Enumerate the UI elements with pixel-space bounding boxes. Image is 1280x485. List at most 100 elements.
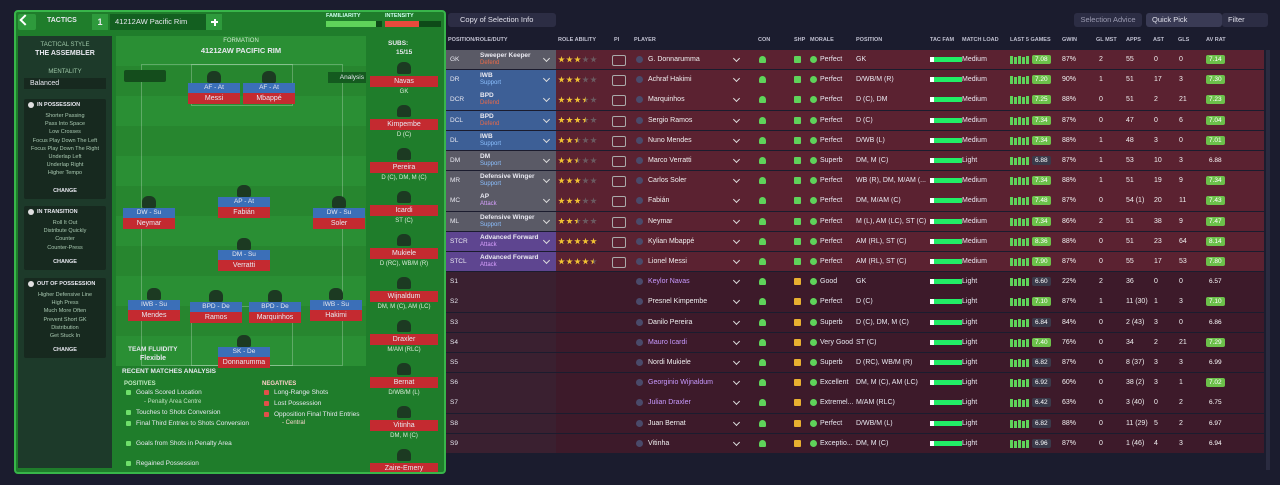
player[interactable]: Marquinhos xyxy=(648,96,685,104)
role[interactable]: Defensive Winger xyxy=(480,173,535,181)
sub-name[interactable]: Kimpembe xyxy=(370,119,438,130)
player-name[interactable]: Mbappé xyxy=(243,93,295,104)
column-header[interactable]: PLAYER xyxy=(634,37,656,43)
sub-name[interactable]: Bernat xyxy=(370,377,438,388)
role-bar[interactable]: SK - De xyxy=(218,347,270,357)
player-name[interactable]: Fabián xyxy=(218,207,270,218)
sub-name[interactable]: Vitinha xyxy=(370,420,438,431)
scrollbar[interactable] xyxy=(1266,50,1270,470)
sub-name[interactable]: Draxler xyxy=(370,334,438,345)
player[interactable]: Achraf Hakimi xyxy=(648,76,692,84)
table-row[interactable]: ML Defensive Winger Support Neymar Perfect M … xyxy=(446,211,1264,231)
column-header[interactable]: GWIN xyxy=(1062,37,1077,43)
role-bar[interactable]: IWB - Su xyxy=(310,300,362,310)
role-bar[interactable]: DM - Su xyxy=(218,250,270,260)
column-header[interactable]: ROLE ABILITY xyxy=(558,37,596,43)
role[interactable]: IWB xyxy=(480,72,493,80)
table-row[interactable]: STCR Advanced Forward Attack Kylian Mbappé P… xyxy=(446,231,1264,252)
slot[interactable]: 1 xyxy=(92,14,108,30)
table-row[interactable]: S1 Keylor Navas Good GK Light 6.60 22% 2 36 0 0 6.5… xyxy=(446,272,1264,292)
table-row[interactable]: MC AP Attack Fabián Perfect DM, M/AM (C) Mediu… xyxy=(446,191,1264,211)
role-bar[interactable]: IWB - Su xyxy=(128,300,180,310)
player[interactable]: Nordi Mukiele xyxy=(648,359,691,366)
player-name[interactable]: Mendes xyxy=(128,310,180,321)
column-header[interactable]: PI xyxy=(614,37,620,43)
player-name[interactable]: Soler xyxy=(313,218,365,229)
analysis-title[interactable]: RECENT MATCHES ANALYSIS xyxy=(122,368,217,375)
role[interactable]: AP xyxy=(480,193,490,201)
player-name[interactable]: Marquinhos xyxy=(249,312,301,323)
table-row[interactable]: DCL BPD Defend Sergio Ramos Perfect D (C) Medi… xyxy=(446,110,1264,130)
player[interactable]: Carlos Soler xyxy=(648,177,687,185)
role[interactable]: Sweeper Keeper xyxy=(480,52,531,59)
column-header[interactable]: GL MST xyxy=(1096,37,1117,43)
player[interactable]: Julian Draxler xyxy=(648,399,691,407)
player[interactable]: Neymar xyxy=(648,217,673,225)
player-name[interactable]: Ramos xyxy=(190,312,242,323)
role[interactable]: Defensive Winger xyxy=(480,213,535,221)
player[interactable]: Mauro Icardi xyxy=(648,338,687,346)
table-row[interactable]: S2 Presnel Kimpembe Perfect D (C) Light 7.10 8… xyxy=(446,292,1264,312)
mentality[interactable]: Balanced xyxy=(24,78,106,89)
column-header[interactable]: LAST 5 GAMES xyxy=(1010,37,1051,43)
table-row[interactable]: S5 Nordi Mukiele Superb D (RC), WB/M (R) Lig… xyxy=(446,353,1264,373)
formation[interactable]: 41212AW PACIFIC RIM xyxy=(200,46,282,55)
role-bar[interactable]: BPD - De xyxy=(249,302,301,312)
change-button[interactable]: CHANGE xyxy=(53,188,77,194)
column-header[interactable]: AST xyxy=(1153,37,1164,43)
back-button[interactable] xyxy=(18,14,36,30)
column-header[interactable]: TAC FAM xyxy=(930,37,955,43)
role[interactable]: IWB xyxy=(480,132,493,140)
table-row[interactable]: DM DM Support Marco Verratti Superb DM, M (C)… xyxy=(446,151,1264,171)
table-row[interactable]: DL IWB Support Nuno Mendes Perfect D/WB (L) Me… xyxy=(446,130,1264,151)
player[interactable]: Lionel Messi xyxy=(648,258,687,265)
role[interactable]: Advanced Forward xyxy=(480,254,539,261)
filter[interactable]: Filter xyxy=(1222,13,1268,27)
table-row[interactable]: S8 Juan Bernat Perfect D/WB/M (L) Light 6.82 8… xyxy=(446,413,1264,433)
column-header[interactable]: CON xyxy=(758,37,771,43)
sub-name[interactable]: Zaire-Emery xyxy=(370,463,438,472)
sub-name[interactable]: Mukiele xyxy=(370,248,438,259)
role-bar[interactable]: DW - Su xyxy=(313,208,365,218)
change-button[interactable]: CHANGE xyxy=(53,259,77,265)
role[interactable]: DM xyxy=(480,153,491,160)
role-bar[interactable]: AF - At xyxy=(243,83,295,93)
role[interactable]: BPD xyxy=(480,112,494,120)
change-button[interactable]: CHANGE xyxy=(53,347,77,353)
role-bar[interactable]: DW - Su xyxy=(123,208,175,218)
table-row[interactable]: S9 Vitinha Exceptio... DM, M (C) Light 6.96 87… xyxy=(446,433,1264,454)
role-bar[interactable]: BPD - De xyxy=(190,302,242,312)
table-row[interactable]: MR Defensive Winger Support Carlos Soler Per… xyxy=(446,171,1264,191)
table-row[interactable]: DR IWB Support Achraf Hakimi Perfect D/WB/M (… xyxy=(446,70,1264,90)
table-row[interactable]: S6 Georginio Wijnaldum Excellent DM, M (C),… xyxy=(446,373,1264,393)
player-name[interactable]: Neymar xyxy=(123,218,175,229)
player[interactable]: Kylian Mbappé xyxy=(648,237,695,245)
player[interactable]: Keylor Navas xyxy=(648,278,690,286)
sub-name[interactable]: Wijnaldum xyxy=(370,291,438,302)
column-header[interactable]: POSITION xyxy=(856,37,883,43)
player[interactable]: Georginio Wijnaldum xyxy=(648,379,713,387)
player[interactable]: Danilo Pereira xyxy=(648,318,693,326)
sub-name[interactable]: Pereira xyxy=(370,162,438,173)
column-header[interactable]: APPS xyxy=(1126,37,1141,43)
player-name[interactable]: Hakimi xyxy=(310,310,362,321)
view-dropdown[interactable]: Copy of Selection Info xyxy=(448,13,556,27)
column-header[interactable]: MORALE xyxy=(810,37,834,43)
column-header[interactable]: MATCH LOAD xyxy=(962,37,999,43)
role[interactable]: BPD xyxy=(480,92,494,100)
table-row[interactable]: DCR BPD Defend Marquinhos Perfect D (C), DM Me… xyxy=(446,90,1264,110)
table-row[interactable]: S7 Julian Draxler Extremel... M/AM (RLC) Lig… xyxy=(446,393,1264,413)
table-row[interactable]: STCL Advanced Forward Attack Lionel Messi Pe… xyxy=(446,252,1264,272)
view-toggles[interactable] xyxy=(124,70,166,82)
column-header[interactable]: AV RAT xyxy=(1206,37,1226,43)
player[interactable]: Nuno Mendes xyxy=(648,136,692,144)
role[interactable]: Advanced Forward xyxy=(480,233,539,241)
analysis-button[interactable]: Analysis xyxy=(328,72,366,83)
table-row[interactable]: S4 Mauro Icardi Very Good ST (C) Light 7.40 76… xyxy=(446,332,1264,353)
sub-name[interactable]: Navas xyxy=(370,76,438,87)
selection-advice[interactable]: Selection Advice xyxy=(1074,13,1142,27)
tactic-name[interactable]: 41212AW Pacific Rim xyxy=(110,14,207,30)
player[interactable]: Vitinha xyxy=(648,439,670,447)
player[interactable]: Marco Verratti xyxy=(648,157,692,164)
player-name[interactable]: Verratti xyxy=(218,260,270,271)
